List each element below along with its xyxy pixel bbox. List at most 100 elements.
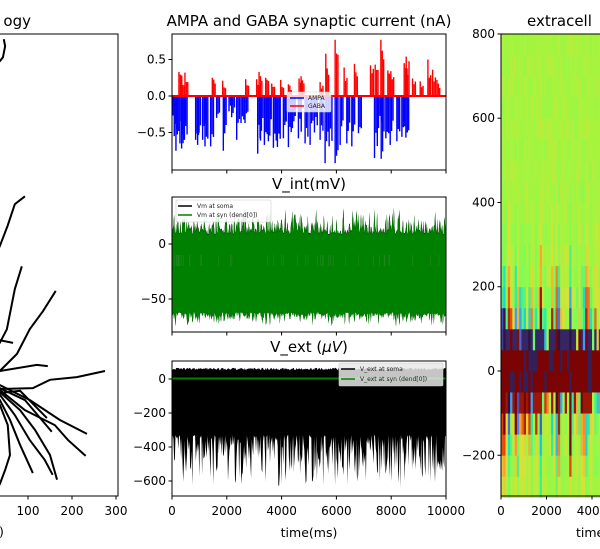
heatmap-cell — [585, 455, 588, 477]
heatmap-cell — [539, 392, 543, 414]
heatmap-cell — [530, 244, 534, 267]
heatmap-cell — [566, 328, 570, 351]
heatmap-cell — [566, 434, 570, 456]
heatmap-cell — [539, 328, 543, 351]
heatmap-cell — [512, 76, 516, 98]
heatmap-cell — [516, 371, 520, 393]
heatmap-cell — [596, 33, 600, 56]
heatmap-cell — [578, 139, 582, 161]
heatmap-cell — [512, 413, 516, 435]
heatmap-cell — [553, 97, 556, 119]
heatmap-cell — [582, 160, 586, 182]
heatmap-cell — [585, 349, 588, 372]
heatmap-cell — [594, 160, 597, 182]
heatmap-cell — [514, 139, 518, 161]
heatmap-cell — [576, 181, 579, 203]
heatmap-cell — [510, 392, 513, 414]
heatmap-cell — [532, 265, 536, 288]
heatmap-cell — [530, 413, 534, 435]
heatmap-cell — [551, 392, 554, 414]
heatmap-cell — [571, 265, 575, 288]
heatmap-cell — [532, 223, 536, 246]
heatmap-cell — [566, 392, 570, 414]
heatmap-cell — [537, 455, 541, 477]
heatmap-cell — [514, 328, 518, 351]
heatmap-cell — [528, 76, 531, 98]
heatmap-cell — [505, 455, 509, 477]
heatmap-cell — [562, 33, 566, 56]
heatmap-cell — [521, 160, 525, 182]
heatmap-cell — [523, 349, 527, 372]
heatmap-cell — [512, 118, 516, 140]
heatmap-cell — [578, 371, 582, 393]
heatmap-cell — [528, 181, 531, 203]
heatmap-cell — [546, 349, 550, 372]
heatmap-cell — [537, 328, 541, 351]
heatmap-cell — [573, 55, 577, 77]
heatmap-cell — [530, 349, 534, 372]
heatmap-cell — [507, 371, 511, 393]
heatmap-cell — [523, 33, 527, 56]
heatmap-cell — [571, 434, 575, 456]
heatmap-cell — [501, 55, 504, 77]
heatmap-cell — [539, 223, 543, 246]
heatmap-cell — [560, 181, 563, 203]
heatmap-cell — [544, 392, 547, 414]
heatmap-cell — [507, 139, 511, 161]
heatmap-cell — [532, 244, 536, 267]
heatmap-cell — [507, 265, 511, 288]
heatmap-cell — [564, 413, 568, 435]
heatmap-cell — [519, 202, 522, 224]
heatmap-cell — [501, 434, 504, 456]
heatmap-cell — [585, 371, 588, 393]
heatmap-cell — [514, 286, 518, 309]
heatmap-cell — [580, 76, 584, 98]
synaptic-legend: AMPA GABA — [286, 91, 332, 113]
heatmap-cell — [553, 118, 556, 140]
heatmap-cell — [526, 371, 529, 393]
morphology-panel: ogy 0100200300 ) — [0, 12, 127, 539]
heatmap-cell — [516, 286, 520, 309]
heatmap-cell — [514, 202, 518, 224]
heatmap-cell — [580, 97, 584, 119]
heatmap-cell — [578, 202, 582, 224]
heatmap-cell — [548, 223, 552, 246]
heatmap-cell — [598, 118, 600, 140]
heatmap-cell — [528, 139, 531, 161]
heatmap-cell — [541, 97, 545, 119]
heatmap-cell — [564, 160, 568, 182]
heatmap-cell — [532, 413, 536, 435]
dendrite-branch — [0, 403, 11, 486]
heatmap-cell — [546, 244, 550, 267]
y-tick-label: 800 — [472, 27, 495, 41]
heatmap-cell — [526, 181, 529, 203]
heatmap-cell — [521, 244, 525, 267]
heatmap-cell — [526, 33, 529, 56]
heatmap-cell — [592, 55, 595, 77]
heatmap-cell — [589, 33, 593, 56]
heatmap-cell — [521, 392, 525, 414]
heatmap-cell — [516, 76, 520, 98]
heatmap-cell — [535, 392, 538, 414]
heatmap-cell — [569, 328, 572, 351]
heatmap-cell — [566, 476, 570, 498]
heatmap-cell — [530, 392, 534, 414]
heatmap-cell — [582, 286, 586, 309]
heatmap-cell — [576, 434, 579, 456]
heatmap-cell — [501, 349, 504, 372]
heatmap-cell — [562, 392, 566, 414]
heatmap-cell — [571, 118, 575, 140]
heatmap-cell — [557, 33, 561, 56]
heatmap-cell — [571, 202, 575, 224]
heatmap-cell — [592, 413, 595, 435]
heatmap-cell — [553, 76, 556, 98]
heatmap-cell — [528, 455, 531, 477]
heatmap-cell — [557, 223, 561, 246]
heatmap-cell — [582, 244, 586, 267]
heatmap-cell — [576, 55, 579, 77]
dendrite-branch — [0, 370, 106, 391]
heatmap-cell — [582, 55, 586, 77]
heatmap-cell — [576, 97, 579, 119]
heatmap-cell — [528, 413, 531, 435]
heatmap-cell — [512, 33, 516, 56]
